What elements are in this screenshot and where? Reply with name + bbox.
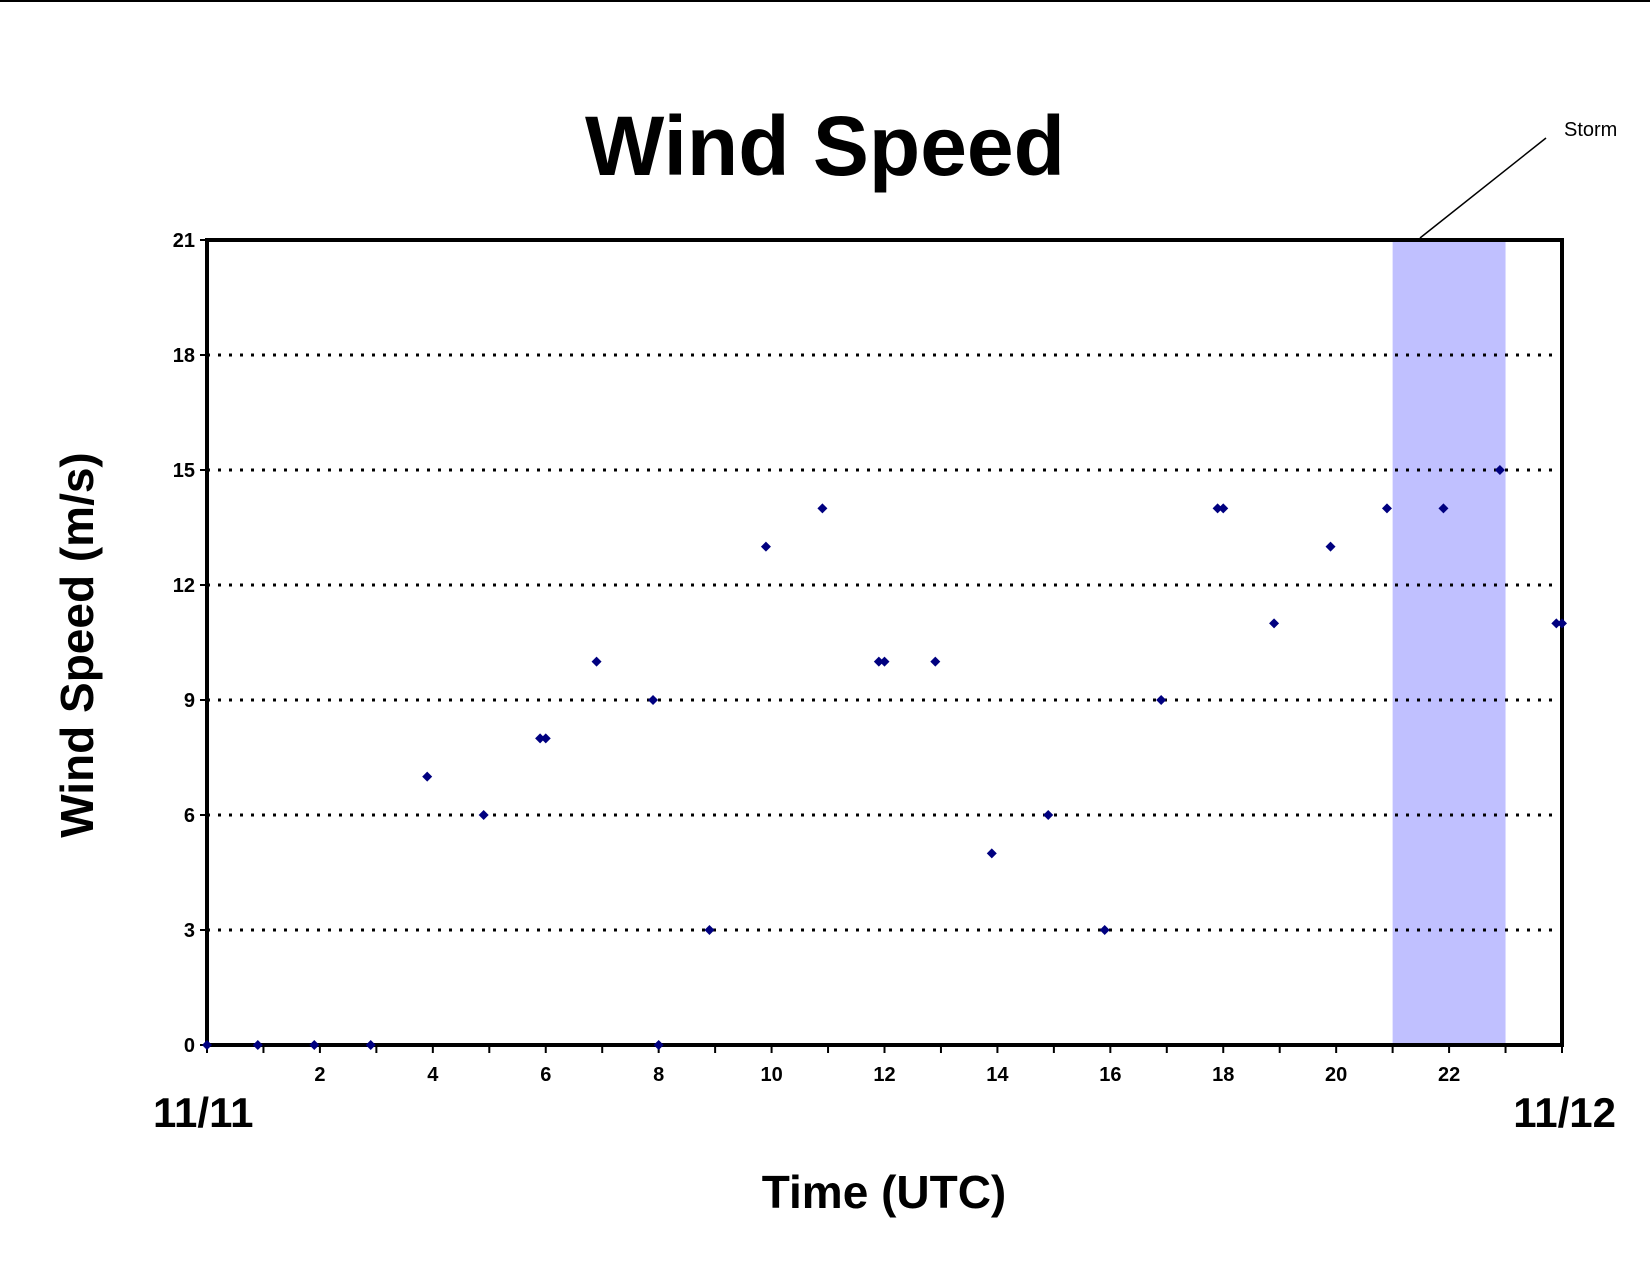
data-point-19 (1099, 925, 1110, 935)
data-point-26 (1438, 503, 1449, 514)
y-tick-label-15: 15 (173, 460, 195, 482)
data-point-3 (365, 1040, 376, 1050)
storm-callout-line (1419, 137, 1547, 239)
plot-frame (205, 238, 1564, 1047)
y-tick-label-9: 9 (184, 690, 195, 712)
top-border-rule (0, 0, 1650, 2)
data-point-25 (1381, 503, 1392, 514)
gridlines (207, 353, 1562, 932)
x-tick-label-22: 22 (1438, 1064, 1460, 1086)
data-point-28 (1551, 618, 1562, 629)
x-tick-label-14: 14 (986, 1064, 1009, 1086)
data-point-23 (1269, 618, 1280, 629)
data-point-1 (252, 1040, 263, 1050)
data-point-0 (202, 1040, 212, 1050)
x-tick-label-2: 2 (314, 1064, 325, 1086)
data-point-24 (1325, 541, 1336, 552)
data-point-10 (653, 1040, 664, 1050)
data-point-17 (986, 848, 997, 859)
x-tick-label-10: 10 (760, 1064, 782, 1086)
data-point-11 (704, 925, 715, 935)
x-axis-ticks: 2 4 6 8 10 12 14 16 18 20 22 (206, 1045, 1563, 1086)
data-points (202, 465, 1567, 1050)
data-point-27 (1494, 465, 1505, 475)
storm-annotation: Storm (1564, 119, 1617, 141)
x-tick-label-6: 6 (540, 1064, 551, 1086)
data-point-22 (1218, 503, 1229, 514)
end-date-label: 11/12 (1513, 1089, 1616, 1136)
x-tick-label-18: 18 (1212, 1064, 1234, 1086)
y-axis-ticks: 0 3 6 9 12 15 18 21 (173, 230, 207, 1057)
data-point-16 (930, 656, 941, 667)
start-date-label: 11/11 (153, 1089, 253, 1136)
storm-shaded-region (1392, 240, 1506, 1045)
y-tick-label-18: 18 (173, 345, 195, 367)
x-tick-label-8: 8 (653, 1064, 664, 1086)
data-point-5 (478, 810, 489, 820)
data-point-8 (591, 656, 602, 667)
data-point-7 (540, 733, 551, 744)
data-point-9 (648, 695, 659, 705)
x-tick-label-4: 4 (427, 1064, 439, 1086)
data-point-15 (879, 656, 890, 667)
data-point-6 (535, 733, 546, 744)
x-tick-label-12: 12 (873, 1064, 895, 1086)
data-point-20 (1156, 695, 1167, 705)
y-axis-label: Wind Speed (m/s) (51, 452, 103, 838)
data-point-14 (873, 656, 884, 667)
x-axis-label: Time (UTC) (762, 1166, 1007, 1218)
data-point-29 (1557, 618, 1567, 629)
y-tick-label-12: 12 (173, 575, 195, 597)
data-point-18 (1043, 810, 1054, 820)
y-tick-label-21: 21 (173, 230, 195, 252)
y-tick-label-3: 3 (184, 920, 195, 942)
data-point-21 (1212, 503, 1223, 514)
storm-band (1392, 240, 1506, 1045)
data-point-13 (817, 503, 828, 514)
x-tick-label-16: 16 (1099, 1064, 1121, 1086)
x-tick-label-20: 20 (1325, 1064, 1347, 1086)
data-point-4 (422, 771, 433, 782)
y-tick-label-0: 0 (184, 1035, 195, 1057)
data-point-2 (309, 1040, 320, 1050)
data-point-12 (760, 541, 771, 552)
y-tick-label-6: 6 (184, 805, 195, 827)
chart-title: Wind Speed (585, 99, 1065, 193)
